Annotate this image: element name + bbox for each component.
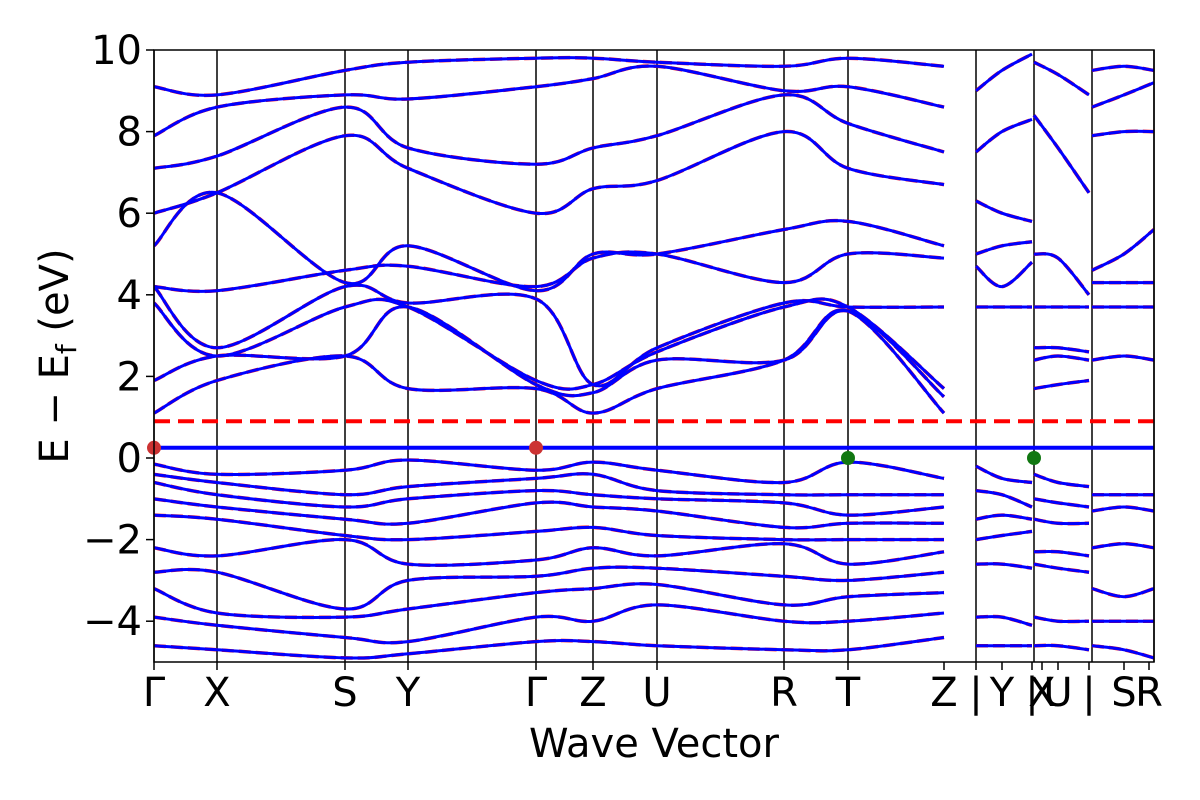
x-tick-label: S [332, 670, 357, 716]
band-edge-marker [1027, 451, 1041, 465]
x-tick-label: Y [395, 670, 421, 716]
spin-up-band-line [1091, 354, 1154, 362]
y-tick-label: 2 [117, 354, 142, 400]
spin-up-band-line [154, 603, 945, 645]
spin-up-band-line [154, 283, 945, 388]
spin-up-band-line [1091, 228, 1154, 272]
x-tick-label: Z [579, 670, 606, 716]
x-tick-label: T [835, 670, 861, 716]
spin-up-band-line [1091, 64, 1154, 72]
spin-up-band-line [975, 562, 1033, 570]
spin-up-band-line [1033, 346, 1090, 354]
x-axis-label: Wave Vector [529, 721, 780, 767]
spin-up-band-line [1033, 562, 1090, 574]
x-tick-label: U [1043, 670, 1072, 716]
spin-up-band-line [1033, 60, 1090, 97]
y-axis-label-main: E − E [32, 354, 78, 464]
x-tick-label: | [1082, 670, 1095, 716]
x-tick-label: Z [930, 670, 957, 716]
spin-up-band-line [975, 513, 1033, 521]
spin-up-band-line [154, 481, 945, 517]
spin-up-band-line [975, 240, 1033, 256]
spin-up-band-line [1091, 542, 1154, 550]
spin-up-band-line [1033, 517, 1090, 526]
y-axis-label-unit: (eV) [32, 248, 78, 344]
spin-up-band-line [1033, 354, 1090, 362]
spin-up-band-line [1033, 252, 1091, 296]
y-tick-label: 0 [117, 436, 142, 482]
spin-up-band-line [154, 458, 945, 485]
spin-up-band-line [154, 497, 945, 530]
spin-up-band-line [154, 305, 946, 398]
spin-up-band-line [975, 489, 1033, 509]
x-tick-label: Γ [525, 670, 548, 716]
spin-up-band-line [975, 52, 1033, 92]
y-axis-label-subscript: f [50, 343, 83, 354]
x-tick-label: X [1028, 670, 1055, 716]
spin-up-band-line [1032, 114, 1091, 194]
spin-up-band-line [154, 513, 944, 542]
spin-up-band-line [1091, 81, 1154, 109]
x-tick-label: R [770, 670, 798, 716]
spin-up-band-line [154, 297, 945, 391]
spin-up-band-line [1033, 497, 1090, 509]
y-tick-label: −4 [83, 599, 142, 645]
spin-up-band-line [1033, 472, 1090, 489]
y-tick-label: 4 [117, 273, 142, 319]
y-tick-label: 8 [117, 110, 142, 156]
spin-up-band-line [154, 636, 945, 660]
spin-up-band-line [154, 130, 945, 215]
x-tick-label: | [1025, 670, 1038, 716]
x-axis-ticks: Γ X S Y Γ Z U R T Z | Y |XU | SR [143, 662, 1163, 716]
fermi-level-lines [154, 419, 1154, 450]
spin-up-band-line [154, 190, 945, 293]
x-tick-label: U [642, 670, 671, 716]
spin-up-band-line [1091, 129, 1154, 138]
spin-up-band-line [1033, 379, 1090, 391]
x-tick-label: Y [989, 670, 1015, 716]
spin-up-band-line [154, 472, 944, 497]
spin-up-band-line [154, 93, 945, 170]
spin-up-band-line [975, 615, 1033, 627]
spin-up-band-line [154, 538, 945, 567]
x-tick-label: R [1135, 670, 1163, 716]
spin-up-band-line [975, 199, 1033, 223]
spin-up-band-line [975, 529, 1033, 542]
spin-up-band-line [975, 118, 1033, 154]
y-axis-label: E − Ef (eV) [32, 248, 83, 463]
spin-up-band-line [154, 565, 945, 611]
plot-frame [153, 49, 1155, 663]
y-tick-label: 10 [91, 28, 142, 74]
spin-up-band-line [1033, 643, 1090, 652]
x-tick-label: X [203, 670, 230, 716]
spin-up-band-line [1091, 587, 1154, 599]
spin-up-band-line [1033, 615, 1090, 624]
x-tick-label: S [1111, 670, 1136, 716]
spin-up-band-line [1091, 644, 1154, 660]
spin-up-band-line [154, 582, 945, 619]
band-edge-marker [529, 440, 543, 455]
spin-up-bands [154, 52, 1154, 660]
plot-background [154, 50, 1154, 662]
y-tick-label: −2 [83, 518, 142, 564]
spin-up-band-line [154, 56, 945, 97]
x-tick-label: | [969, 670, 982, 716]
y-tick-label: 6 [117, 191, 142, 237]
y-axis-ticks: −4 −2 0 2 4 6 8 10 [83, 28, 154, 645]
spin-up-band-line [974, 261, 1034, 289]
spin-up-band-line [1091, 505, 1154, 513]
x-tick-label: Γ [143, 670, 166, 716]
spin-up-band-line [1033, 550, 1090, 558]
spin-up-band-line [975, 464, 1033, 484]
spin-up-band-line [154, 64, 945, 138]
band-edge-marker [841, 451, 855, 465]
